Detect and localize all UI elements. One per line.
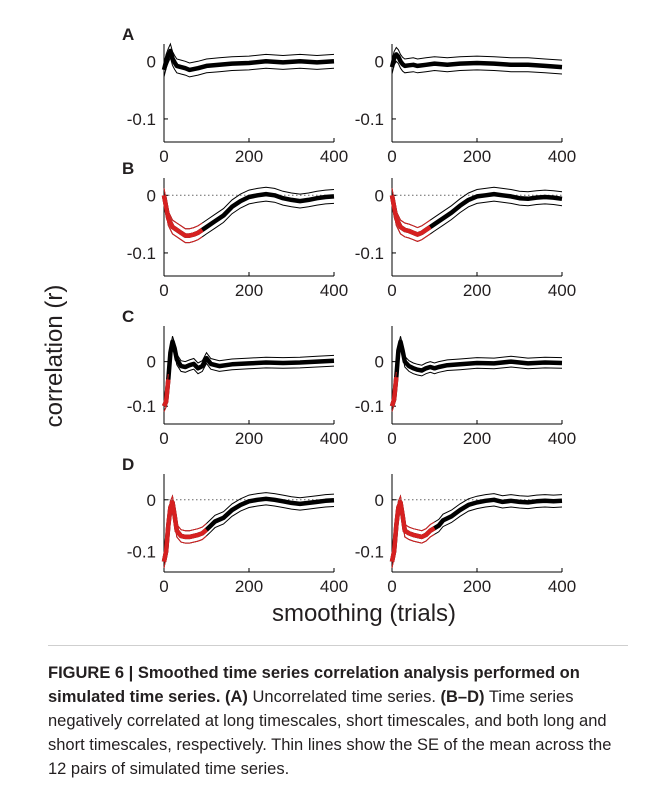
y-tick-label: 0	[147, 186, 156, 205]
x-tick-label: 0	[387, 281, 396, 300]
y-tick-label: -0.1	[127, 110, 156, 129]
y-tick-label: -0.1	[355, 244, 384, 263]
x-tick-label: 400	[320, 281, 348, 300]
y-tick-label: -0.1	[355, 397, 384, 416]
x-tick-label: 0	[387, 577, 396, 596]
y-tick-label: -0.1	[127, 542, 156, 561]
x-axis-label: smoothing (trials)	[272, 600, 456, 627]
se-upper-line	[163, 42, 335, 64]
y-tick-label: 0	[147, 491, 156, 510]
negative-mean-line	[161, 500, 208, 563]
x-tick-label: 200	[463, 147, 491, 166]
mean-line	[161, 339, 335, 408]
mean-line	[161, 191, 335, 238]
x-tick-label: 0	[387, 429, 396, 448]
se-upper-line	[391, 336, 563, 401]
negative-mean-line	[161, 194, 204, 238]
y-tick-label: 0	[375, 186, 384, 205]
x-tick-label: 400	[548, 577, 576, 596]
negative-mean-line	[389, 500, 436, 563]
x-tick-label: 0	[159, 429, 168, 448]
y-tick-label: 0	[147, 52, 156, 71]
y-tick-label: 0	[147, 353, 156, 372]
mean-line	[389, 339, 563, 407]
se-upper-line	[163, 186, 335, 230]
se-upper-line	[391, 186, 563, 229]
x-tick-label: 0	[159, 147, 168, 166]
caption-bd-label: (B–D)	[440, 688, 485, 706]
x-tick-label: 0	[159, 577, 168, 596]
se-lower-line	[391, 346, 563, 412]
x-tick-label: 400	[320, 147, 348, 166]
y-tick-label: -0.1	[355, 110, 384, 129]
se-upper-line	[391, 46, 563, 61]
negative-mean-line	[389, 194, 432, 237]
x-tick-label: 200	[235, 429, 263, 448]
panel-label: C	[122, 307, 134, 326]
negative-mean-line	[389, 376, 399, 407]
x-tick-label: 200	[463, 577, 491, 596]
negative-mean-line	[161, 379, 171, 408]
caption-title: FIGURE 6 | Smoothed time series correlat…	[48, 664, 580, 706]
y-tick-label: 0	[375, 353, 384, 372]
x-tick-label: 400	[320, 429, 348, 448]
x-tick-label: 200	[463, 281, 491, 300]
y-tick-label: -0.1	[127, 397, 156, 416]
x-tick-label: 200	[463, 429, 491, 448]
panel-label: D	[122, 455, 134, 474]
x-tick-label: 400	[548, 147, 576, 166]
y-axis-label: correlation (r)	[41, 285, 68, 428]
x-tick-label: 400	[320, 577, 348, 596]
panel-label: A	[122, 25, 134, 44]
x-tick-label: 0	[159, 281, 168, 300]
mean-line	[389, 52, 563, 70]
se-lower-line	[391, 60, 563, 75]
x-tick-label: 400	[548, 281, 576, 300]
x-tick-label: 200	[235, 147, 263, 166]
x-tick-label: 200	[235, 577, 263, 596]
y-tick-label: -0.1	[355, 542, 384, 561]
y-tick-label: -0.1	[127, 244, 156, 263]
caption-bd-text: Time series negatively correlated at lon…	[48, 688, 612, 778]
caption-a-label: (A)	[225, 688, 248, 706]
figure-caption: FIGURE 6 | Smoothed time series correlat…	[48, 645, 628, 781]
x-tick-label: 200	[235, 281, 263, 300]
caption-a-text: Uncorrelated time series.	[252, 688, 436, 706]
y-tick-label: 0	[375, 491, 384, 510]
x-tick-label: 0	[387, 147, 396, 166]
y-tick-label: 0	[375, 52, 384, 71]
mean-line	[161, 48, 335, 73]
mean-line	[389, 191, 563, 237]
x-tick-label: 400	[548, 429, 576, 448]
panel-label: B	[122, 159, 134, 178]
